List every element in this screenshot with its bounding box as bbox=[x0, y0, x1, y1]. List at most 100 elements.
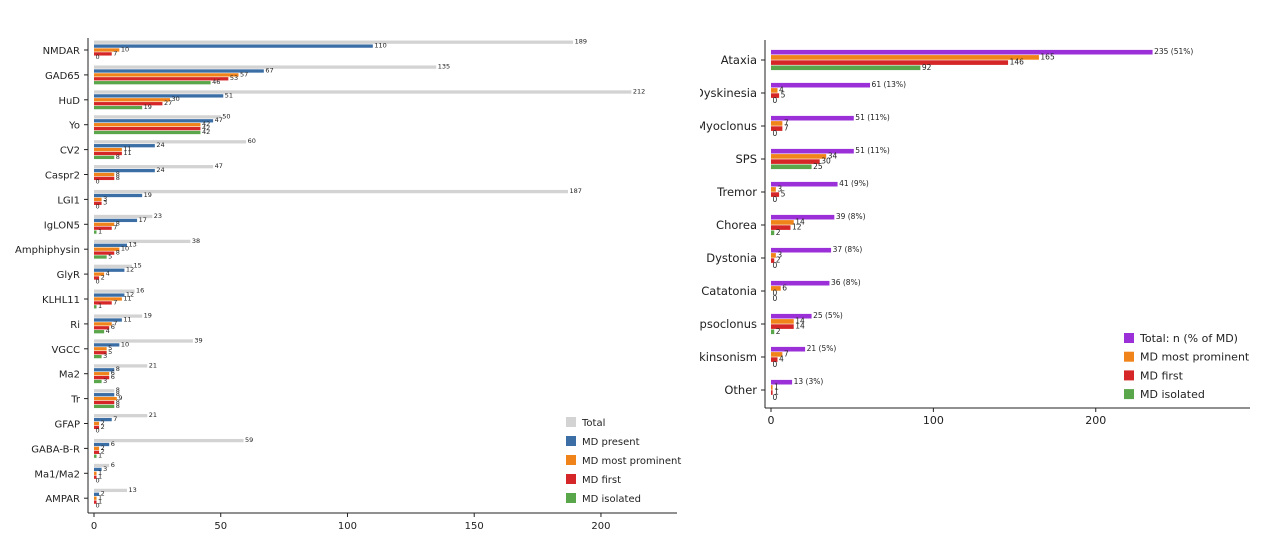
bar-md-present-hud bbox=[94, 94, 224, 98]
bar-md-first-opsoclonus bbox=[771, 324, 794, 329]
bar-md-isolated-amphiphysin bbox=[94, 255, 107, 259]
bar-total-yo bbox=[94, 115, 221, 119]
bar-md-present-amphiphysin bbox=[94, 243, 127, 247]
bar-total-n-of-md-other bbox=[771, 379, 793, 385]
data-label: 7 bbox=[784, 349, 789, 358]
data-label: 21 bbox=[149, 411, 157, 419]
bar-total-n-of-md-chorea bbox=[771, 214, 835, 220]
data-label: 3 bbox=[103, 352, 107, 360]
category-label-dyskinesia: Dyskinesia bbox=[700, 86, 757, 100]
bar-md-most-prominent-dyskinesia bbox=[771, 88, 778, 93]
bar-total-lgi1 bbox=[94, 189, 569, 194]
data-label: 8 bbox=[116, 248, 120, 256]
data-label: 2 bbox=[101, 448, 105, 456]
data-label: 25 bbox=[813, 162, 823, 171]
bar-md-most-prominent-dystonia bbox=[771, 253, 776, 258]
data-label: 30 bbox=[172, 95, 180, 103]
bar-md-most-prominent-glyr bbox=[94, 272, 105, 276]
bar-total-klhl11 bbox=[94, 289, 135, 293]
data-label: 27 bbox=[164, 99, 172, 107]
data-label: 51 (11%) bbox=[855, 113, 890, 122]
bar-total-tr bbox=[94, 389, 115, 393]
data-label: 7 bbox=[113, 415, 117, 423]
bar-md-most-prominent-ma1-ma2 bbox=[94, 471, 97, 475]
category-label-lgi1: LGI1 bbox=[57, 195, 80, 206]
bar-total-glyr bbox=[94, 264, 133, 268]
data-label: 0 bbox=[96, 53, 100, 61]
bar-md-present-vgcc bbox=[94, 343, 120, 347]
data-label: 25 (5%) bbox=[813, 311, 843, 320]
bar-total-ampar bbox=[94, 488, 127, 493]
bar-md-present-lgi1 bbox=[94, 193, 143, 198]
data-label: 3 bbox=[103, 377, 107, 385]
category-label-catatonia: Catatonia bbox=[701, 284, 757, 298]
data-label: 10 bbox=[121, 245, 129, 253]
bar-md-isolated-iglon5 bbox=[94, 230, 97, 234]
data-label: 8 bbox=[116, 170, 120, 178]
bar-md-present-gad65 bbox=[94, 69, 264, 73]
category-label-ma1-ma2: Ma1/Ma2 bbox=[34, 469, 80, 480]
data-label: 38 bbox=[192, 237, 200, 245]
category-label-tr: Tr bbox=[70, 395, 81, 406]
bar-md-most-prominent-ri bbox=[94, 322, 112, 326]
data-label: 0 bbox=[773, 96, 778, 105]
bar-md-first-chorea bbox=[771, 225, 791, 230]
data-label: 7 bbox=[113, 224, 117, 232]
bar-md-most-prominent-ampar bbox=[94, 496, 97, 500]
data-label: 146 bbox=[1010, 58, 1025, 67]
bar-md-present-ampar bbox=[94, 492, 100, 496]
bar-md-first-gad65 bbox=[94, 77, 229, 81]
bar-md-most-prominent-gad65 bbox=[94, 73, 239, 77]
data-label: 60 bbox=[248, 137, 256, 145]
data-label: 7 bbox=[113, 49, 117, 57]
bar-md-first-iglon5 bbox=[94, 226, 112, 230]
bar-total-ma2 bbox=[94, 364, 148, 368]
bar-md-isolated-tr bbox=[94, 404, 115, 409]
category-label-dystonia: Dystonia bbox=[706, 251, 757, 265]
bar-md-most-prominent-sps bbox=[771, 154, 827, 159]
data-label: 0 bbox=[773, 360, 778, 369]
data-label: 1 bbox=[98, 227, 102, 235]
category-label-parkinsonism: Parkinsonism bbox=[700, 350, 757, 364]
bar-md-isolated-gaba-b-r bbox=[94, 454, 97, 458]
category-label-klhl11: KLHL11 bbox=[42, 295, 80, 306]
bar-total-gfap bbox=[94, 414, 148, 418]
bar-total-amphiphysin bbox=[94, 239, 191, 244]
data-label: 8 bbox=[116, 402, 120, 410]
legend-swatch-md-most-prominent bbox=[1124, 351, 1134, 362]
bar-md-isolated-opsoclonus bbox=[771, 329, 775, 335]
data-label: 11 bbox=[123, 149, 131, 157]
data-label: 1 bbox=[98, 469, 102, 477]
bar-md-first-klhl11 bbox=[94, 301, 112, 305]
category-label-ampar: AMPAR bbox=[45, 494, 80, 505]
data-label: 8 bbox=[116, 365, 120, 373]
category-label-ri: Ri bbox=[70, 320, 80, 331]
data-label: 1 bbox=[98, 494, 102, 502]
legend-label-total: Total bbox=[581, 418, 605, 429]
bar-md-first-dyskinesia bbox=[771, 93, 780, 98]
data-label: 59 bbox=[245, 436, 253, 444]
data-label: 8 bbox=[116, 220, 120, 228]
bar-total-gaba-b-r bbox=[94, 438, 244, 443]
data-label: 12 bbox=[792, 223, 802, 232]
category-label-opsoclonus: Opsoclonus bbox=[700, 317, 757, 331]
data-label: 53 bbox=[230, 74, 238, 82]
data-label: 46 bbox=[212, 78, 220, 86]
bar-total-n-of-md-catatonia bbox=[771, 280, 830, 286]
data-label: 8 bbox=[116, 153, 120, 161]
legend-swatch-md-first bbox=[566, 474, 576, 484]
data-label: 11 bbox=[123, 315, 131, 323]
x-tick-label: 50 bbox=[214, 521, 227, 532]
bar-total-gad65 bbox=[94, 65, 437, 69]
bar-md-most-prominent-vgcc bbox=[94, 347, 107, 351]
bar-md-present-iglon5 bbox=[94, 218, 138, 223]
bar-md-most-prominent-tr bbox=[94, 396, 117, 401]
bar-md-present-ma2 bbox=[94, 368, 115, 372]
data-label: 187 bbox=[570, 187, 582, 195]
bar-md-most-prominent-yo bbox=[94, 123, 201, 127]
bar-md-present-cv2 bbox=[94, 144, 155, 148]
bar-total-vgcc bbox=[94, 339, 193, 343]
data-label: 135 bbox=[438, 62, 450, 70]
data-label: 12 bbox=[126, 266, 134, 274]
